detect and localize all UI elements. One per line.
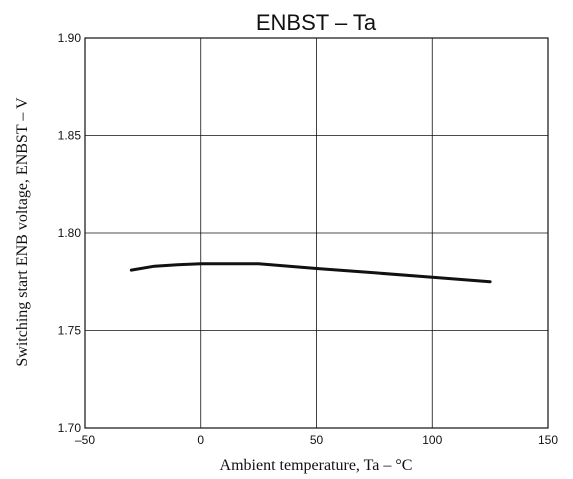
- x-tick-label: –50: [75, 433, 95, 447]
- x-tick-label: 150: [538, 433, 558, 447]
- x-tick-label: 0: [197, 433, 204, 447]
- y-tick-label: 1.90: [58, 31, 82, 45]
- series-line: [129, 262, 492, 284]
- grid-lines: [85, 38, 548, 428]
- y-tick-labels: 1.70 1.75 1.80 1.85 1.90: [58, 31, 82, 435]
- series-layer: [129, 262, 492, 284]
- y-tick-label: 1.80: [58, 226, 82, 240]
- x-tick-labels: –50 0 50 100 150: [75, 433, 558, 447]
- x-tick-label: 50: [310, 433, 324, 447]
- y-tick-label: 1.75: [58, 324, 82, 338]
- plot-area: [84, 37, 549, 429]
- y-tick-label: 1.85: [58, 129, 82, 143]
- x-axis-label: Ambient temperature, Ta – °C: [220, 457, 413, 474]
- y-tick-label: 1.70: [58, 421, 82, 435]
- chart-title: ENBST – Ta: [256, 10, 377, 35]
- x-tick-label: 100: [422, 433, 442, 447]
- y-axis-label: Switching start ENB voltage, ENBST – V: [14, 97, 31, 367]
